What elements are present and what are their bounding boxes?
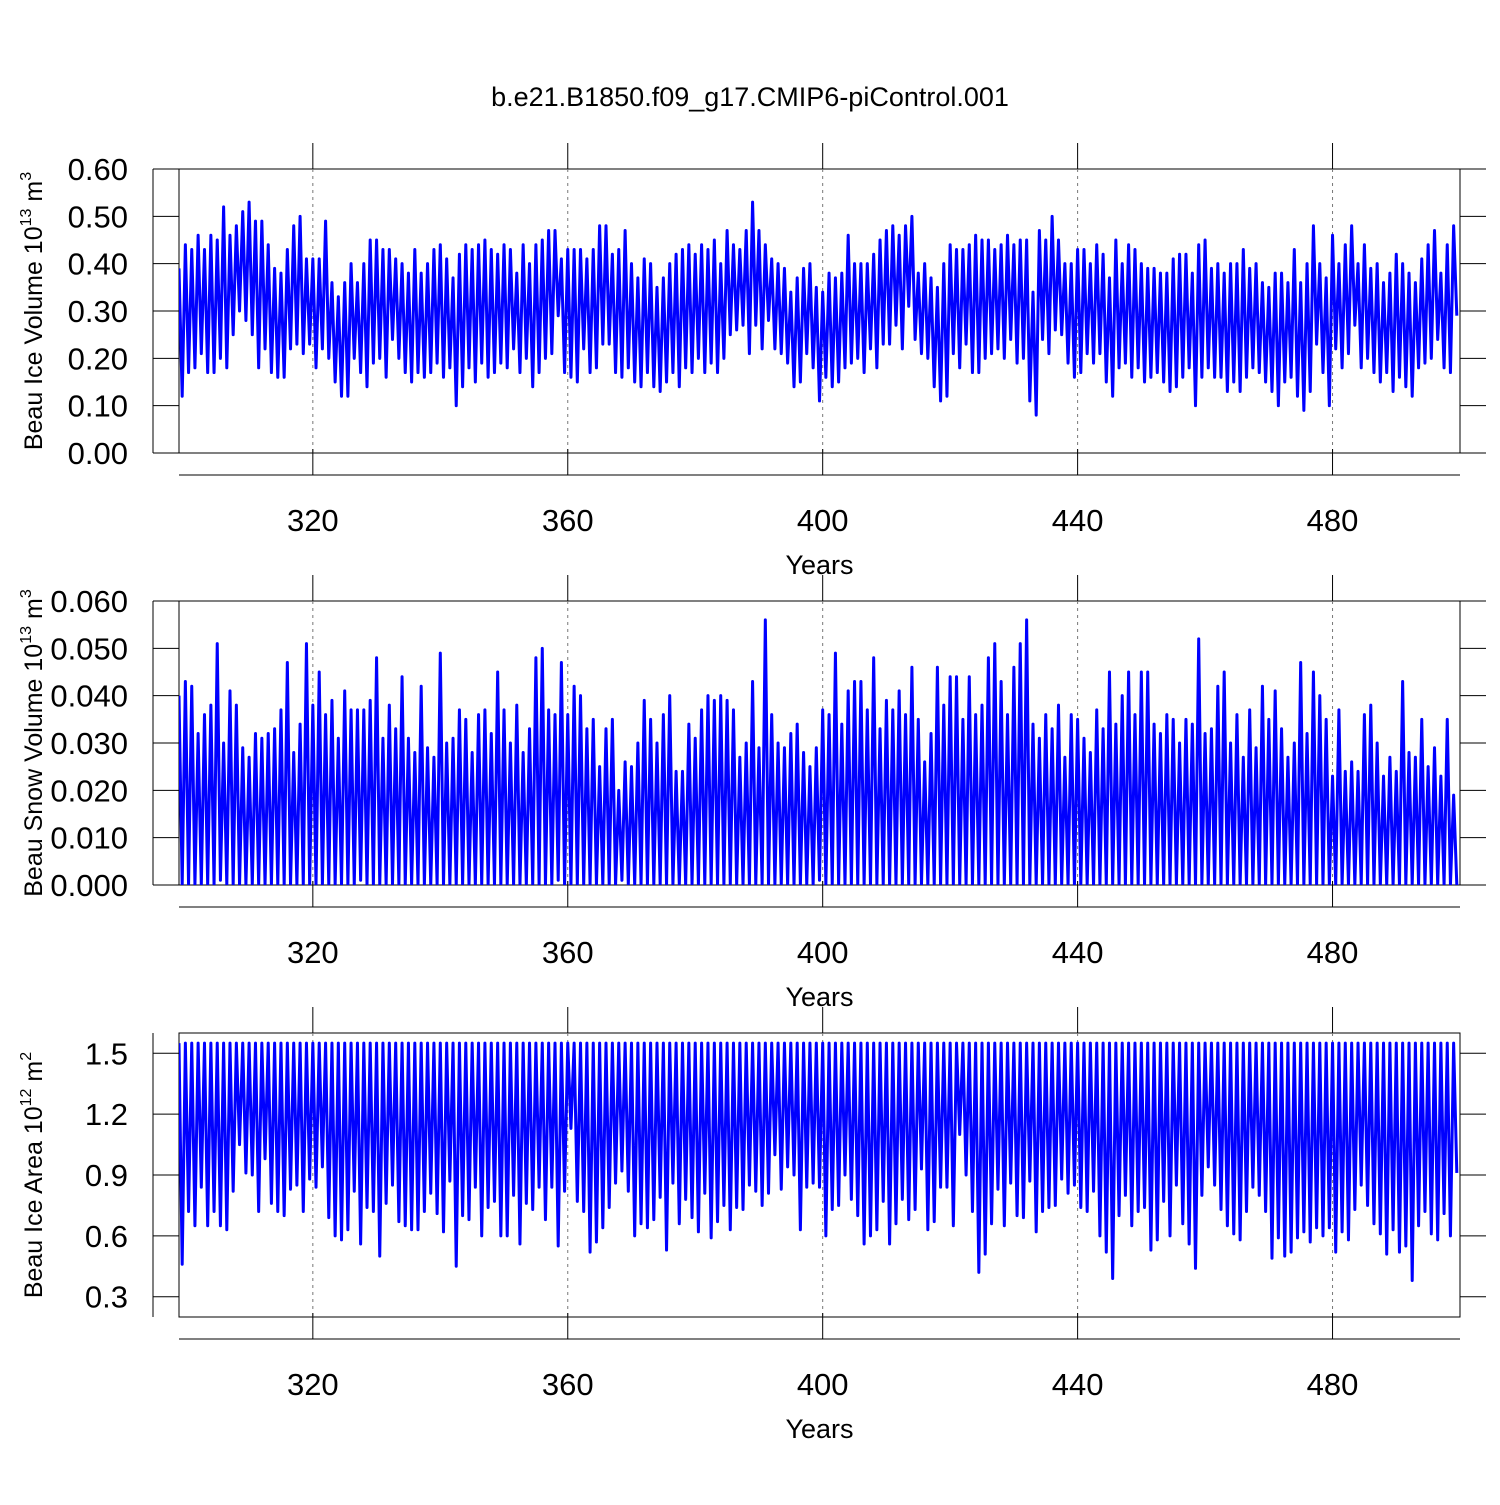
y-tick-label: 0.010 [50, 821, 128, 856]
y-tick-label: 0.30 [68, 294, 128, 329]
x-tick-label: 400 [797, 935, 849, 970]
y-label-text: Beau Snow Volume 10 [20, 644, 48, 897]
y-tick-label: 0.60 [68, 152, 128, 187]
data-group [179, 618, 1459, 885]
y-axis-label: Beau Ice Volume 1013 m3 [18, 172, 48, 450]
x-tick-label: 320 [287, 935, 339, 970]
y-tick-label: 0.40 [68, 247, 128, 282]
x-tick-label: 480 [1307, 503, 1359, 538]
y-tick-label: 0.050 [50, 631, 128, 666]
data-group [179, 1041, 1459, 1282]
y-tick-label: 0.10 [68, 389, 128, 424]
x-axis-label: Years [785, 550, 853, 580]
figure-title: b.e21.B1850.f09_g17.CMIP6-piControl.001 [491, 82, 1009, 112]
panel: 0.00 0.10 0.20 0.30 0.40 0.50 0.60 320 360 400 440… [18, 143, 1486, 580]
data-group [179, 200, 1459, 417]
x-tick-label: 320 [287, 1367, 339, 1402]
y-tick-label: 0.00 [68, 436, 128, 471]
data-line [179, 618, 1459, 885]
x-tick-label: 440 [1052, 935, 1104, 970]
y-label-text: Beau Ice Area 10 [20, 1106, 48, 1298]
y-tick-label: 0.20 [68, 341, 128, 376]
y-tick-label: 0.040 [50, 679, 128, 714]
x-tick-label: 400 [797, 1367, 849, 1402]
y-label-unit-exponent: 2 [18, 1052, 35, 1061]
y-tick-label: 0.060 [50, 584, 128, 619]
y-tick-label: 0.6 [85, 1219, 128, 1254]
y-tick-label: 0.000 [50, 868, 128, 903]
x-tick-label: 360 [542, 935, 594, 970]
y-label-unit-exponent: 3 [18, 172, 35, 181]
y-label-unit-exponent: 3 [18, 589, 35, 598]
y-axis-label: Beau Snow Volume 1013 m3 [18, 589, 48, 897]
x-tick-label: 440 [1052, 1367, 1104, 1402]
data-line [179, 1041, 1459, 1282]
data-line [179, 200, 1459, 417]
x-tick-label: 360 [542, 1367, 594, 1402]
x-tick-label: 360 [542, 503, 594, 538]
y-label-unit: m [20, 598, 48, 619]
y-tick-label: 0.030 [50, 726, 128, 761]
x-tick-label: 320 [287, 503, 339, 538]
y-label-exponent: 12 [18, 1088, 35, 1106]
y-label-unit: m [20, 1061, 48, 1082]
x-tick-label: 480 [1307, 1367, 1359, 1402]
y-label-unit: m [20, 181, 48, 202]
y-axis-label: Beau Ice Area 1012 m2 [18, 1052, 48, 1298]
x-tick-label: 440 [1052, 503, 1104, 538]
y-tick-label: 0.9 [85, 1158, 128, 1193]
panel: 0.000 0.010 0.020 0.030 0.040 0.050 0.060 320 36… [18, 575, 1486, 1012]
y-label-exponent: 13 [18, 626, 35, 644]
x-axis-label: Years [785, 982, 853, 1012]
y-label-text: Beau Ice Volume 10 [20, 226, 48, 450]
x-tick-label: 400 [797, 503, 849, 538]
y-tick-label: 0.3 [85, 1280, 128, 1315]
panel: 0.3 0.6 0.9 1.2 1.5 320 360 400 440 480 Years Beau … [18, 1007, 1486, 1444]
y-tick-label: 0.50 [68, 199, 128, 234]
x-axis-label: Years [785, 1414, 853, 1444]
y-tick-label: 1.2 [85, 1097, 128, 1132]
y-tick-label: 0.020 [50, 773, 128, 808]
x-tick-label: 480 [1307, 935, 1359, 970]
y-label-exponent: 13 [18, 208, 35, 226]
y-tick-label: 1.5 [85, 1036, 128, 1071]
